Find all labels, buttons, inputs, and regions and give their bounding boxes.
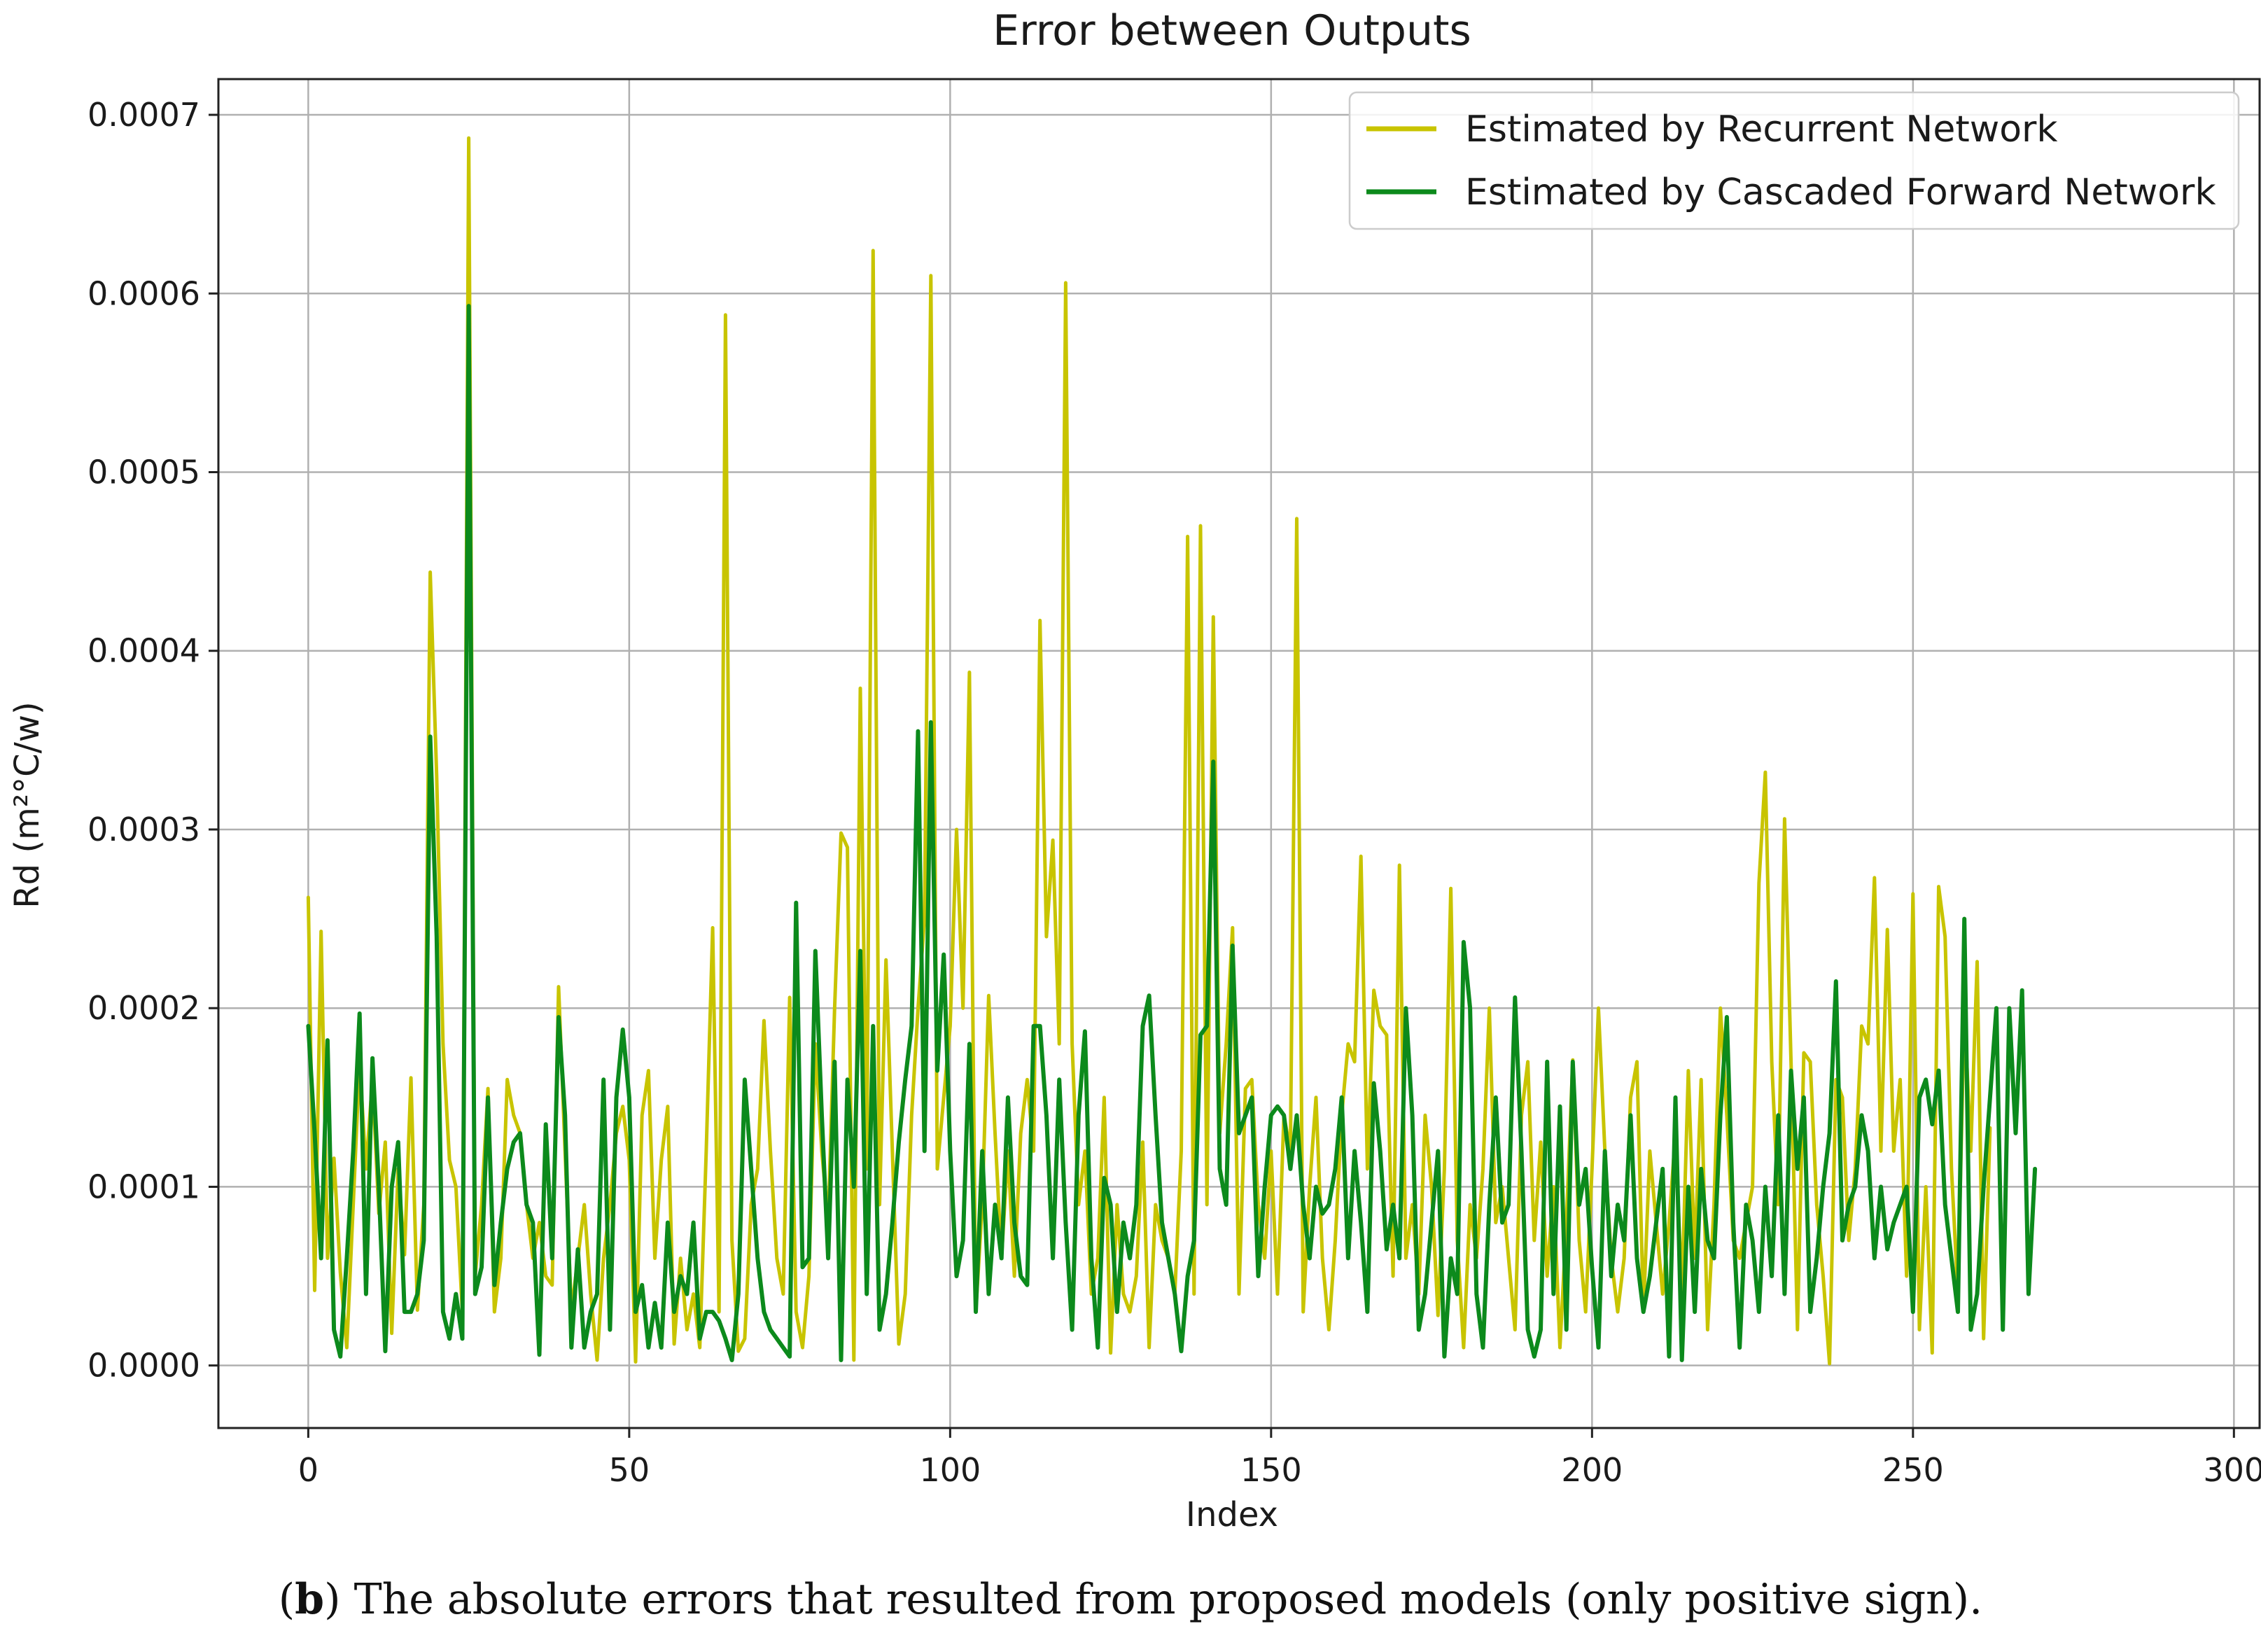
caption-close: ) bbox=[324, 1575, 341, 1624]
plot-frame bbox=[217, 78, 2261, 1429]
grid bbox=[218, 79, 2260, 1428]
figure-caption: (b) The absolute errors that resulted fr… bbox=[0, 1575, 2261, 1624]
series-line-cascaded bbox=[306, 304, 2038, 1362]
legend-label: Estimated by Recurrent Network bbox=[1465, 108, 2058, 150]
x-tick-label: 0 bbox=[298, 1451, 318, 1489]
series-line-recurrent bbox=[306, 136, 1992, 1366]
y-tick-label: 0.0006 bbox=[88, 274, 200, 312]
legend: Estimated by Recurrent Network Estimated … bbox=[1348, 91, 2240, 230]
x-tick-label: 100 bbox=[919, 1451, 981, 1489]
x-tick-label: 300 bbox=[2203, 1451, 2261, 1489]
y-tick-label: 0.0005 bbox=[88, 454, 200, 491]
x-tick-label: 250 bbox=[1882, 1451, 1944, 1489]
y-axis-label: Rd (m²°C/w) bbox=[8, 701, 47, 908]
x-tick-label: 150 bbox=[1240, 1451, 1302, 1489]
y-tick-label: 0.0000 bbox=[88, 1347, 200, 1385]
legend-box bbox=[1348, 91, 2240, 230]
chart-title: Error between Outputs bbox=[993, 6, 1471, 55]
y-tick-label: 0.0002 bbox=[88, 989, 200, 1027]
caption-letter: b bbox=[295, 1575, 325, 1624]
x-tick-label: 200 bbox=[1561, 1451, 1623, 1489]
x-tick-label: 50 bbox=[609, 1451, 650, 1489]
legend-label: Estimated by Cascaded Forward Network bbox=[1465, 172, 2216, 214]
caption-text: The absolute errors that resulted from p… bbox=[340, 1575, 1983, 1624]
x-axis-label: Index bbox=[1186, 1495, 1278, 1534]
series-layer bbox=[306, 136, 2038, 1366]
y-tick-label: 0.0004 bbox=[88, 632, 200, 670]
chart: Error between Outputs 0 50 100 150 200 250 300… bbox=[8, 6, 2261, 1534]
x-ticks: 0 50 100 150 200 250 300 bbox=[298, 1428, 2261, 1489]
caption-open: ( bbox=[278, 1575, 295, 1624]
y-ticks: 0.0000 0.0001 0.0002 0.0003 0.0004 0.0005 0.00… bbox=[88, 96, 218, 1385]
y-tick-label: 0.0003 bbox=[88, 811, 200, 848]
y-tick-label: 0.0007 bbox=[88, 96, 200, 134]
y-tick-label: 0.0001 bbox=[88, 1168, 200, 1205]
